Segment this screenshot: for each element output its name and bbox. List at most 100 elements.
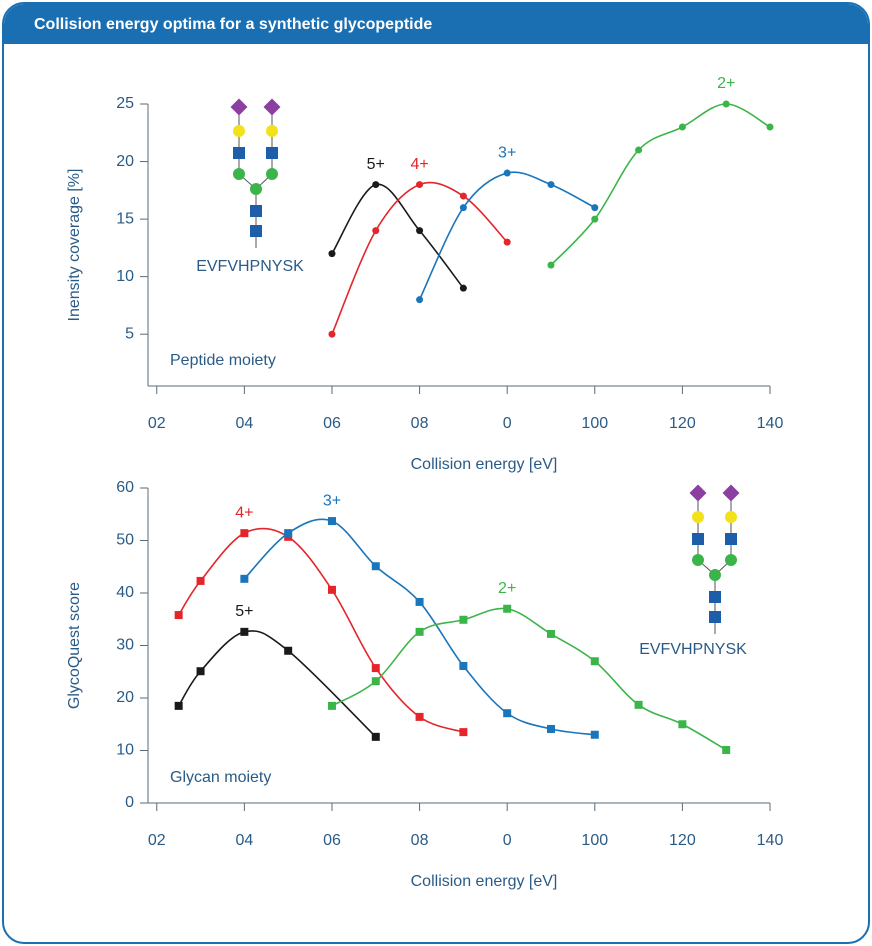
marker	[240, 574, 249, 583]
x-tick-label: 100	[581, 415, 608, 432]
x-tick-label: 0	[503, 832, 512, 849]
marker	[371, 664, 380, 673]
marker	[503, 604, 512, 613]
x-tick-label: 140	[757, 832, 784, 849]
series-label: 4+	[410, 156, 428, 173]
series-line	[177, 527, 464, 733]
marker	[174, 611, 183, 620]
x-tick-label: 06	[323, 832, 341, 849]
marker	[240, 627, 249, 636]
y-tick-label: 5	[125, 325, 134, 342]
x-tick-label: 04	[235, 415, 253, 432]
marker	[371, 562, 380, 571]
series-line	[418, 171, 596, 301]
x-tick-label: 0	[503, 415, 512, 432]
marker	[722, 100, 730, 108]
marker	[284, 646, 293, 655]
x-tick-label: 02	[148, 415, 166, 432]
marker	[503, 169, 511, 177]
annotation: Glycan moiety	[170, 769, 271, 786]
y-tick-label: 20	[116, 153, 134, 170]
structure-label: EVFVHPNYSK	[196, 258, 304, 275]
x-tick-label: 08	[411, 415, 429, 432]
marker	[459, 615, 468, 624]
marker	[284, 529, 293, 538]
y-tick-label: 50	[116, 532, 134, 549]
marker	[503, 709, 512, 718]
marker	[327, 517, 336, 526]
marker	[327, 701, 336, 710]
x-tick-label: 100	[581, 832, 608, 849]
y-axis-title: GlycoQuest score	[66, 582, 83, 709]
x-tick-label: 06	[323, 415, 341, 432]
y-tick-label: 15	[116, 210, 134, 227]
series-label: 3+	[323, 492, 341, 509]
marker	[327, 585, 336, 594]
marker	[240, 529, 249, 538]
marker	[722, 745, 731, 754]
y-tick-label: 0	[125, 794, 134, 811]
series-line	[331, 607, 727, 751]
marker	[546, 724, 555, 733]
series-line	[177, 630, 377, 738]
x-tick-label: 120	[669, 415, 696, 432]
series-label: 4+	[235, 504, 253, 521]
marker	[196, 576, 205, 585]
marker	[415, 712, 424, 721]
marker	[590, 657, 599, 666]
x-tick-label: 120	[669, 832, 696, 849]
marker	[371, 732, 380, 741]
y-tick-label: 20	[116, 689, 134, 706]
marker	[678, 720, 687, 729]
marker	[591, 215, 599, 223]
marker	[328, 330, 336, 338]
structure-label: EVFVHPNYSK	[639, 641, 747, 658]
glycan-structure	[689, 484, 740, 635]
marker	[766, 123, 774, 131]
y-tick-label: 60	[116, 479, 134, 496]
series-label: 5+	[235, 603, 253, 620]
marker	[415, 597, 424, 606]
marker	[459, 661, 468, 670]
marker	[174, 701, 183, 710]
marker	[459, 728, 468, 737]
marker	[372, 227, 380, 235]
marker	[459, 284, 467, 292]
marker	[416, 296, 424, 304]
marker	[678, 123, 686, 131]
x-axis-title: Collision energy [eV]	[411, 456, 558, 473]
marker	[634, 700, 643, 709]
marker	[416, 227, 424, 235]
y-tick-label: 30	[116, 637, 134, 654]
marker	[590, 730, 599, 739]
x-tick-label: 140	[757, 415, 784, 432]
y-axis-title: Inensity coverage [%]	[66, 169, 83, 322]
marker	[635, 146, 643, 154]
x-tick-label: 04	[235, 832, 253, 849]
y-tick-label: 10	[116, 268, 134, 285]
marker	[371, 677, 380, 686]
x-axis-title: Collision energy [eV]	[411, 873, 558, 890]
x-tick-label: 02	[148, 832, 166, 849]
y-tick-label: 40	[116, 584, 134, 601]
series-line	[243, 518, 595, 736]
marker	[547, 181, 555, 189]
marker	[328, 250, 336, 258]
marker	[372, 181, 380, 189]
y-tick-label: 10	[116, 742, 134, 759]
marker	[591, 204, 599, 212]
series-line	[550, 103, 771, 266]
series-line	[331, 181, 508, 335]
marker	[546, 629, 555, 638]
y-tick-label: 25	[116, 95, 134, 112]
series-label: 2+	[717, 75, 735, 92]
marker	[503, 238, 511, 246]
marker	[459, 204, 467, 212]
marker	[547, 261, 555, 269]
series-label: 2+	[498, 580, 516, 597]
marker	[416, 181, 424, 189]
series-label: 5+	[367, 156, 385, 173]
series-line	[331, 183, 465, 289]
